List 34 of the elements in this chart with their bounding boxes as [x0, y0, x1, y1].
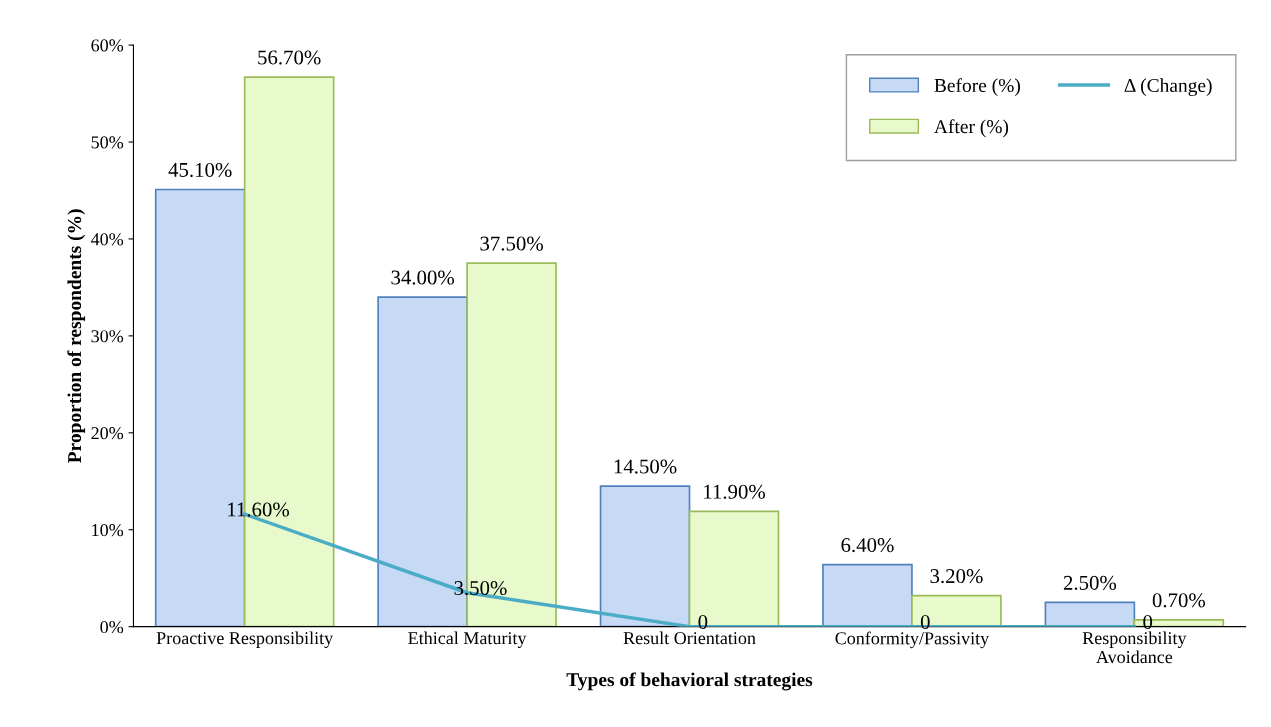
data-label: 34.00% — [391, 270, 455, 285]
x-tick-label: Conformity/Passivity — [835, 631, 990, 649]
x-tick-label: Proactive Responsibility — [156, 631, 334, 648]
bar — [688, 510, 780, 627]
legend-label: Before (%) — [934, 78, 1020, 96]
data-label: 11.60% — [228, 502, 290, 517]
legend-label: After (%) — [934, 119, 1009, 138]
data-label: 56.70% — [258, 50, 321, 65]
data-label: 6.40% — [841, 538, 894, 553]
data-label: 11.90% — [704, 484, 766, 499]
data-label: 2.50% — [1063, 575, 1117, 590]
x-axis-title: Types of behavioral strategies — [566, 672, 813, 691]
x-tick-label: Ethical Maturity — [408, 631, 527, 648]
y-axis-title: Proportion of respondents (%) — [67, 209, 86, 463]
bar — [911, 594, 1002, 627]
x-tick-label: Responsibility Avoidance — [1082, 631, 1187, 664]
bar — [1044, 601, 1136, 627]
data-label: 37.50% — [480, 236, 543, 251]
data-label: 3.50% — [454, 580, 507, 596]
data-label: 14.50% — [614, 459, 677, 474]
data-label: 3.20% — [930, 569, 983, 584]
data-label: 0.70% — [1152, 593, 1206, 608]
y-tick-label: 0% — [100, 620, 124, 634]
x-tick-label: Result Orientation — [623, 631, 756, 645]
legend-label: Δ (Change) — [1124, 78, 1212, 97]
data-label: 45.10% — [168, 162, 232, 178]
bar — [599, 485, 691, 627]
y-tick-label: 50% — [91, 136, 124, 149]
y-tick-label: 30% — [91, 330, 124, 343]
y-tick-label: 40% — [90, 233, 124, 246]
bar — [822, 563, 913, 627]
y-tick-label: 10% — [92, 524, 124, 537]
y-tick-label: 60% — [91, 39, 124, 52]
y-tick-label: 20% — [91, 427, 124, 440]
